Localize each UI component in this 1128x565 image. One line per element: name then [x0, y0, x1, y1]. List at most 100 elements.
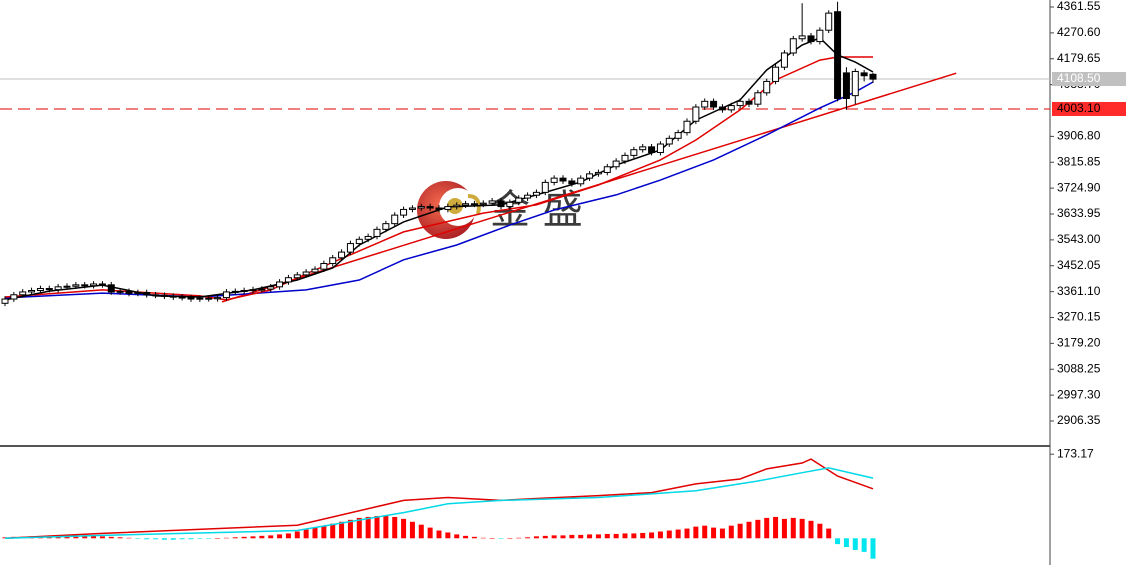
y-tick-label: 3633.95	[1057, 206, 1101, 220]
y-tick-label: 3361.10	[1057, 284, 1101, 298]
candle-body	[45, 288, 53, 291]
macd-bar	[259, 535, 265, 539]
macd-bar	[454, 534, 460, 539]
candle-body	[683, 120, 691, 134]
candle-body	[107, 284, 115, 293]
candle-body	[435, 207, 443, 210]
macd-bar	[347, 519, 353, 539]
y-tick-label: 3179.20	[1057, 336, 1101, 350]
candle-body	[400, 208, 408, 216]
candle-body	[594, 171, 602, 175]
macd-bar	[82, 535, 88, 539]
candle-body	[98, 283, 106, 286]
moving-average	[4, 37, 874, 301]
candle-body	[72, 284, 80, 287]
candle-body	[524, 194, 532, 199]
candle-body	[302, 271, 310, 276]
candle-body	[577, 177, 585, 185]
candle-body	[789, 38, 797, 54]
macd-bar	[161, 538, 167, 540]
candle-body	[222, 291, 230, 299]
y-tick-label: 2906.35	[1057, 413, 1101, 427]
alert-price-box	[1052, 101, 1126, 116]
macd-bar	[622, 533, 628, 539]
candle-body	[470, 203, 478, 206]
candle-body	[488, 200, 496, 204]
macd-bar	[728, 525, 734, 539]
candle-body	[692, 106, 700, 122]
candle-body	[408, 207, 416, 210]
candle-body	[320, 262, 328, 270]
macd-bar	[232, 537, 238, 539]
candle-body	[36, 288, 44, 292]
macd-bar	[330, 523, 336, 539]
candle-body	[462, 203, 470, 206]
macd-bar	[250, 536, 256, 539]
macd-bar	[790, 517, 796, 539]
alert-price-label: 4003.10	[1057, 101, 1101, 115]
candle-body	[214, 297, 222, 300]
candle-body	[364, 235, 372, 240]
candle-body	[54, 286, 62, 291]
candle-body	[860, 72, 868, 77]
macd-bar	[826, 528, 832, 539]
candle-body	[586, 173, 594, 179]
macd-bar	[197, 538, 203, 539]
candle-body	[346, 243, 354, 253]
y-tick-label: 3088.25	[1057, 361, 1101, 375]
macd-bar	[737, 523, 743, 539]
candle-body	[603, 166, 611, 173]
candle-body	[727, 105, 735, 111]
candle-body	[665, 137, 673, 145]
candle-body	[160, 294, 168, 297]
y-tick-label: 4179.65	[1057, 51, 1101, 65]
macd-bar	[613, 533, 619, 539]
macd-bar	[755, 519, 761, 539]
candle-body	[1, 298, 9, 304]
macd-bar	[808, 520, 814, 539]
macd-bar	[409, 521, 415, 539]
y-tick-label: 173.17	[1057, 446, 1094, 460]
macd-bar	[516, 537, 522, 539]
candle-body	[798, 35, 806, 40]
y-tick-label: 2997.30	[1057, 387, 1101, 401]
candle-body	[258, 288, 266, 291]
candle-body	[19, 291, 27, 296]
candle-body	[745, 100, 753, 105]
macd-bar	[285, 533, 291, 539]
macd-bar	[595, 534, 601, 539]
macd-bar	[525, 537, 531, 539]
candle-body	[355, 238, 363, 245]
candle-body	[338, 251, 346, 259]
macd-bar	[843, 538, 849, 548]
candle-body	[240, 290, 248, 293]
macd-bar	[91, 535, 97, 539]
candle-body	[116, 290, 124, 293]
candle-body	[152, 294, 160, 297]
macd-bar	[835, 538, 841, 545]
y-tick-label: 3724.90	[1057, 180, 1101, 194]
macd-bar	[463, 535, 469, 539]
candle-body	[825, 12, 833, 31]
macd-bar	[551, 535, 557, 539]
y-tick-label: 3815.85	[1057, 154, 1101, 168]
candle-body	[125, 290, 133, 294]
candle-body	[63, 285, 71, 288]
macd-bar	[817, 523, 823, 539]
macd-bar	[675, 529, 681, 539]
candle-body	[143, 291, 151, 296]
macd-bar	[746, 521, 752, 539]
macd-bar	[445, 532, 451, 539]
candle-body	[382, 223, 390, 230]
macd-bar	[657, 531, 663, 539]
y-tick-label: 3270.15	[1057, 310, 1101, 324]
macd-bar	[649, 532, 655, 539]
macd-bar	[108, 536, 114, 539]
macd-bar	[153, 538, 159, 540]
macd-bar	[206, 538, 212, 539]
candle-body	[674, 132, 682, 139]
candle-body	[639, 146, 647, 151]
macd-bar	[861, 538, 867, 552]
